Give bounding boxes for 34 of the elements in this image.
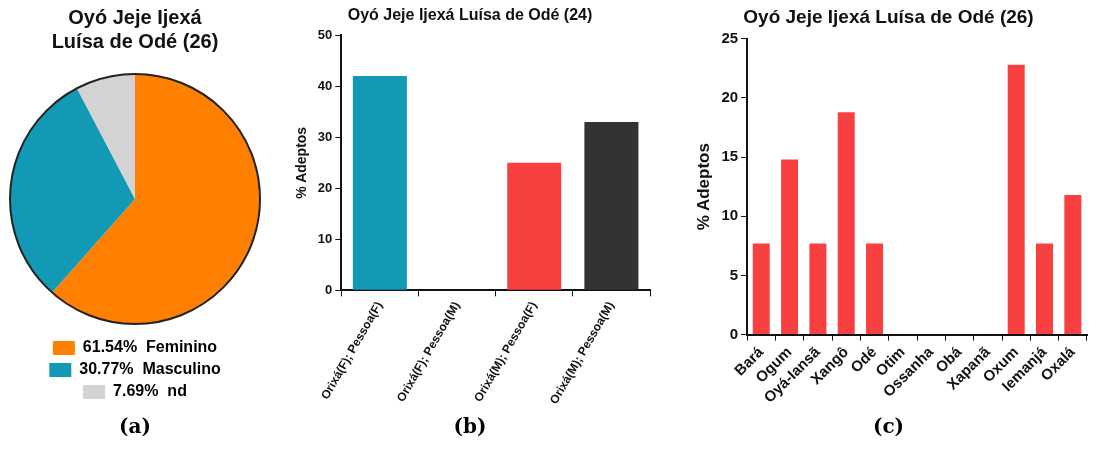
text: (b) xyxy=(453,414,487,438)
bar xyxy=(352,76,407,290)
bar xyxy=(809,243,827,335)
y-tick-label: 20 xyxy=(721,88,739,106)
chart-title: Oyó Jeje Ijexá Luísa de Odé (26) xyxy=(743,5,1034,27)
text: (a) xyxy=(119,414,151,438)
bar xyxy=(752,243,770,335)
y-tick-label: 0 xyxy=(729,324,739,342)
bar xyxy=(507,162,562,290)
bar xyxy=(781,159,799,335)
y-tick-label: 15 xyxy=(721,147,739,165)
y-tick-label: 25 xyxy=(721,28,739,46)
y-tick-label: 5 xyxy=(729,265,739,283)
bar xyxy=(837,112,855,335)
legend-label: 61.54% Feminino xyxy=(82,338,218,356)
bar xyxy=(1007,64,1025,335)
y-tick-label: 10 xyxy=(317,230,333,246)
y-tick-label: 50 xyxy=(317,26,333,42)
chart-title: Oyó Jeje Ijexá Luísa de Odé (24) xyxy=(347,6,593,24)
y-tick-label: 10 xyxy=(721,206,739,224)
y-tick-label: 40 xyxy=(317,77,333,93)
y-tick-label: 30 xyxy=(317,128,333,144)
bar xyxy=(1036,243,1054,335)
y-tick-label: 20 xyxy=(317,179,333,195)
text: (c) xyxy=(872,414,905,438)
bar xyxy=(866,243,884,335)
y-axis-title: % Adeptos xyxy=(693,143,713,231)
legend-label: 30.77% Masculino xyxy=(79,360,221,378)
chart-title: Oyó Jeje Ijexá Luísa de Odé (26) xyxy=(51,5,219,52)
bar xyxy=(584,121,639,290)
y-tick-label: 0 xyxy=(325,281,333,297)
legend-label: 7.69% nd xyxy=(113,382,187,400)
y-axis-title: % Adeptos xyxy=(293,126,310,199)
bar xyxy=(1064,194,1082,335)
